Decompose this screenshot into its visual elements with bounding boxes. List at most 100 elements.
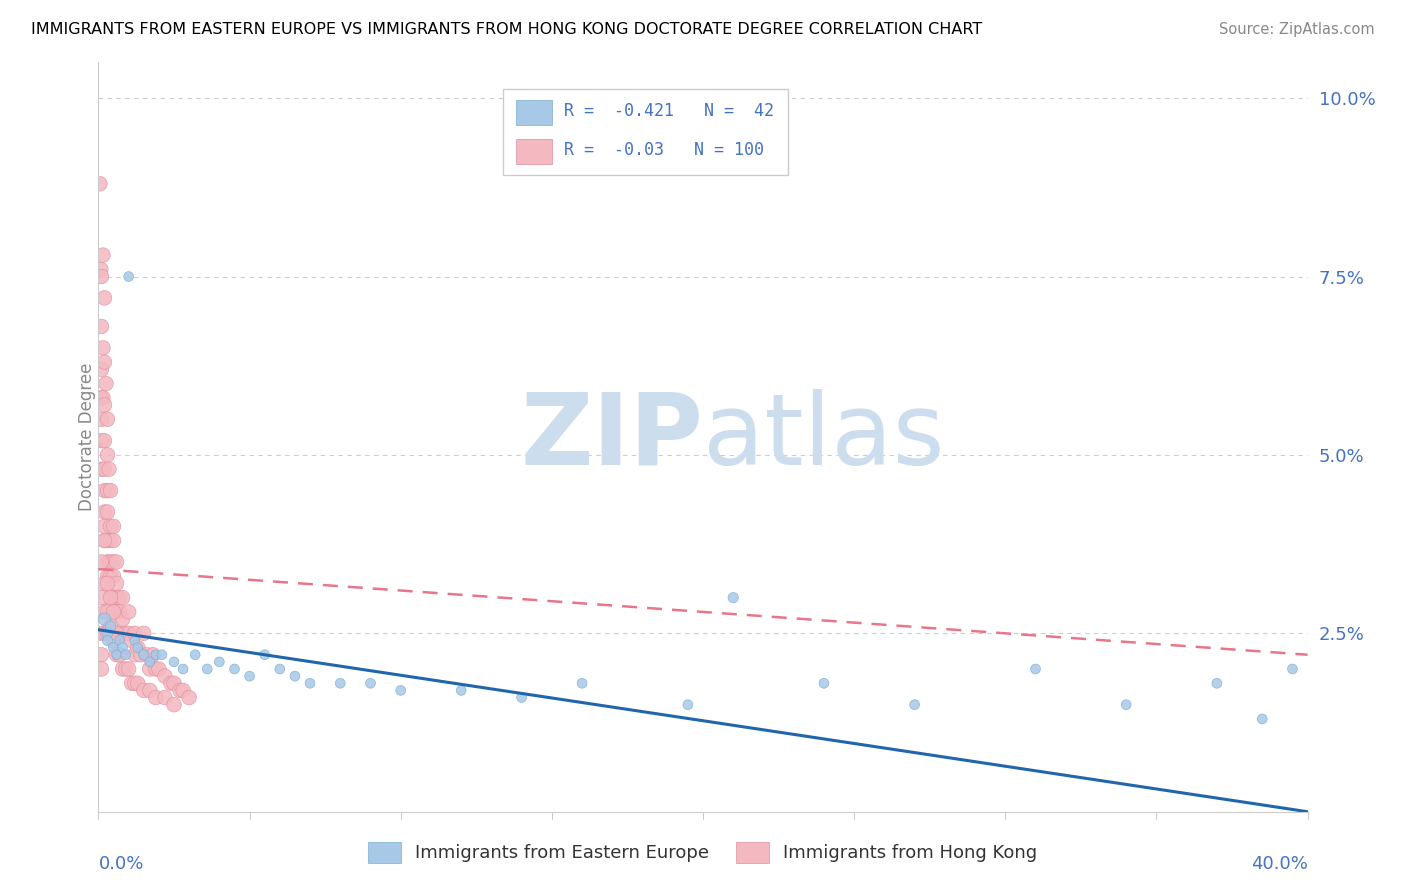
Point xyxy=(103,533,125,548)
Point xyxy=(172,662,194,676)
Point xyxy=(93,291,115,305)
Point xyxy=(90,434,112,448)
Text: 40.0%: 40.0% xyxy=(1251,855,1308,872)
Point xyxy=(139,683,162,698)
Point xyxy=(105,648,128,662)
Point xyxy=(148,662,170,676)
Point xyxy=(96,448,118,462)
Point xyxy=(100,555,122,569)
Point xyxy=(1024,662,1046,676)
Point xyxy=(93,434,115,448)
Point xyxy=(93,605,115,619)
Point xyxy=(224,662,246,676)
Point xyxy=(269,662,291,676)
Point xyxy=(139,662,162,676)
Point xyxy=(114,648,136,662)
Point xyxy=(108,648,131,662)
Text: Source: ZipAtlas.com: Source: ZipAtlas.com xyxy=(1219,22,1375,37)
Point xyxy=(100,591,122,605)
Point xyxy=(118,605,141,619)
Legend: Immigrants from Eastern Europe, Immigrants from Hong Kong: Immigrants from Eastern Europe, Immigran… xyxy=(361,835,1045,870)
Point xyxy=(96,626,118,640)
Point xyxy=(105,576,128,591)
Point xyxy=(510,690,533,705)
Point xyxy=(100,483,122,498)
Point xyxy=(94,376,117,391)
Point xyxy=(111,612,134,626)
Point xyxy=(90,391,112,405)
Point xyxy=(360,676,382,690)
Point xyxy=(103,591,125,605)
Point xyxy=(100,619,122,633)
Point xyxy=(160,676,183,690)
Point xyxy=(114,662,136,676)
Point xyxy=(100,569,122,583)
Point xyxy=(124,626,146,640)
Point xyxy=(195,662,218,676)
Point xyxy=(103,555,125,569)
Point xyxy=(450,683,472,698)
Point xyxy=(118,662,141,676)
Point xyxy=(91,391,114,405)
Point xyxy=(105,626,128,640)
Text: 0.0%: 0.0% xyxy=(98,855,143,872)
Text: IMMIGRANTS FROM EASTERN EUROPE VS IMMIGRANTS FROM HONG KONG DOCTORATE DEGREE COR: IMMIGRANTS FROM EASTERN EUROPE VS IMMIGR… xyxy=(31,22,983,37)
Point xyxy=(93,533,115,548)
Point xyxy=(100,533,122,548)
Text: ZIP: ZIP xyxy=(520,389,703,485)
Point xyxy=(239,669,262,683)
Point xyxy=(93,612,115,626)
Point xyxy=(103,605,125,619)
Point xyxy=(96,505,118,519)
Point xyxy=(105,591,128,605)
Point xyxy=(90,362,112,376)
Point xyxy=(132,626,155,640)
Point xyxy=(90,462,112,476)
Point xyxy=(96,412,118,426)
Point xyxy=(96,569,118,583)
Point xyxy=(93,398,115,412)
FancyBboxPatch shape xyxy=(503,88,787,175)
Point xyxy=(93,505,115,519)
Point xyxy=(153,690,176,705)
Point xyxy=(121,676,143,690)
Point xyxy=(145,662,167,676)
Point xyxy=(118,626,141,640)
Point xyxy=(96,483,118,498)
Point xyxy=(111,662,134,676)
Point xyxy=(108,591,131,605)
Point xyxy=(108,605,131,619)
Point xyxy=(253,648,276,662)
Text: R =  -0.03   N = 100: R = -0.03 N = 100 xyxy=(564,141,763,159)
Point xyxy=(90,412,112,426)
Point xyxy=(163,676,186,690)
Point xyxy=(93,355,115,369)
Bar xyxy=(516,139,551,163)
Point xyxy=(1251,712,1274,726)
Point xyxy=(132,648,155,662)
Point xyxy=(142,648,165,662)
Point xyxy=(105,605,128,619)
Point xyxy=(90,591,112,605)
Point xyxy=(100,591,122,605)
Point xyxy=(124,648,146,662)
Point xyxy=(90,555,112,569)
Point xyxy=(91,248,114,262)
Point xyxy=(111,591,134,605)
Point xyxy=(124,676,146,690)
Point xyxy=(93,626,115,640)
Point xyxy=(103,640,125,655)
Point xyxy=(179,690,201,705)
Point xyxy=(96,633,118,648)
Point xyxy=(145,690,167,705)
Point xyxy=(96,555,118,569)
Point xyxy=(329,676,352,690)
Point xyxy=(723,591,745,605)
Point xyxy=(118,269,141,284)
Point xyxy=(1281,662,1303,676)
Point xyxy=(96,626,118,640)
Point xyxy=(132,683,155,698)
Point xyxy=(89,177,111,191)
Point xyxy=(90,626,112,640)
Point xyxy=(111,640,134,655)
